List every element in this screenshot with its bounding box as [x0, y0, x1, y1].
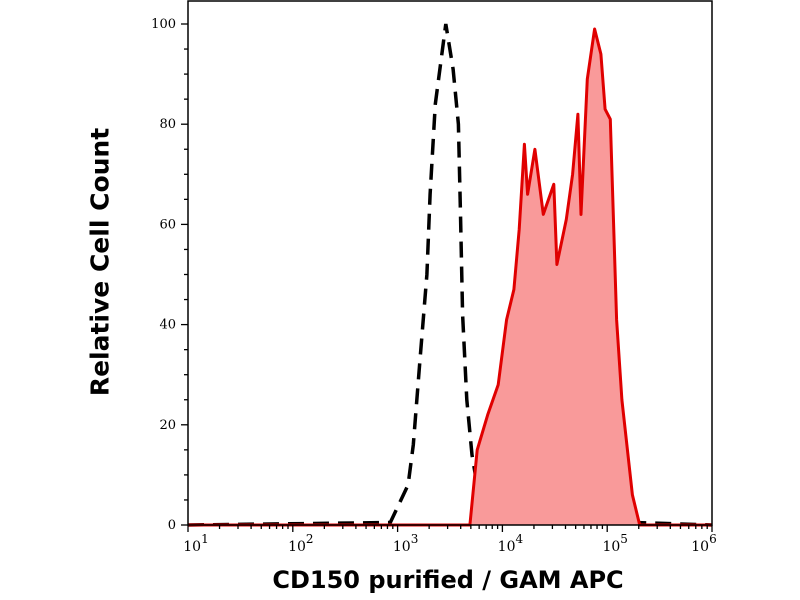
x-tick-label: 105	[602, 532, 627, 555]
x-tick-exponent: 6	[709, 532, 717, 546]
x-tick-label: 106	[691, 532, 716, 555]
x-tick-exponent: 4	[515, 532, 523, 546]
series-fill-1	[188, 29, 712, 525]
x-tick-base: 10	[498, 539, 516, 555]
y-tick-label: 20	[159, 418, 176, 433]
x-tick-exponent: 2	[306, 532, 314, 546]
x-tick-label: 101	[183, 532, 208, 555]
plot-frame	[187, 0, 713, 526]
x-tick-base: 10	[691, 539, 709, 555]
x-tick-base: 10	[288, 539, 306, 555]
x-tick-label: 104	[498, 532, 524, 555]
x-tick-label: 103	[393, 532, 418, 555]
x-tick-exponent: 5	[620, 532, 628, 546]
x-tick-base: 10	[602, 539, 620, 555]
x-tick-base: 10	[393, 539, 411, 555]
y-tick-label: 100	[151, 17, 176, 32]
y-tick-label: 60	[159, 217, 176, 232]
x-axis-label: CD150 purified / GAM APC	[272, 566, 624, 594]
series-line-0	[187, 23, 713, 527]
y-tick-label: 40	[159, 318, 176, 333]
x-tick-base: 10	[183, 539, 201, 555]
y-tick-label: 0	[168, 518, 176, 533]
x-tick-exponent: 1	[201, 532, 209, 546]
y-tick-label: 80	[159, 117, 176, 132]
x-tick-label: 102	[288, 532, 313, 555]
series-line-1	[188, 27, 712, 527]
y-axis-label: Relative Cell Count	[85, 127, 115, 397]
x-tick-exponent: 3	[411, 532, 419, 546]
